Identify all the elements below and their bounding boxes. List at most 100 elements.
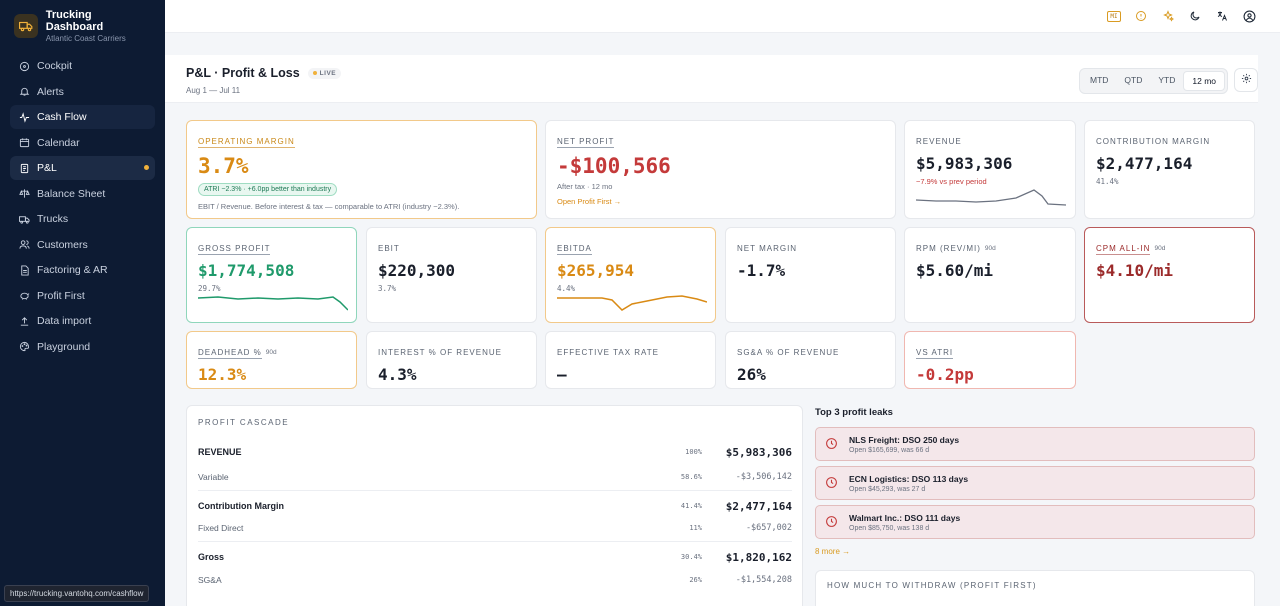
piggy-bank-icon — [18, 290, 30, 302]
moon-icon[interactable] — [1186, 7, 1204, 25]
card-value: 4.3% — [378, 365, 417, 384]
leak-item[interactable]: NLS Freight: DSO 250 days Open $165,699, … — [815, 427, 1255, 461]
period-ytd[interactable]: YTD — [1158, 75, 1176, 85]
clock-alert-icon — [825, 515, 839, 529]
leak-item[interactable]: ECN Logistics: DSO 113 days Open $45,293,… — [815, 466, 1255, 500]
nav-item-trucks[interactable]: Trucks — [10, 207, 155, 231]
card-value: 3.7% — [198, 154, 249, 178]
nav-item-cash-flow[interactable]: Cash Flow — [10, 105, 155, 129]
nav-label: Alerts — [37, 85, 64, 98]
info-icon[interactable] — [1132, 7, 1150, 25]
nav-item-balance-sheet[interactable]: Balance Sheet — [10, 182, 155, 206]
card-value: $2,477,164 — [1096, 154, 1193, 173]
card-operating-margin[interactable]: OPERATING MARGIN 3.7% ATRI −2.3% · +6.0p… — [186, 120, 537, 219]
cascade-divider — [198, 541, 792, 542]
card-net-profit[interactable]: NET PROFIT -$100,566 After tax · 12 mo O… — [545, 120, 896, 219]
open-profit-first-link[interactable]: Open Profit First → — [557, 197, 622, 206]
date-range: Aug 1 — Jul 11 — [186, 86, 241, 95]
period-selector: MTD QTD YTD 12 mo — [1079, 68, 1228, 94]
profit-cascade: PROFIT CASCADE REVENUE 100% $5,983,306 V… — [186, 405, 803, 606]
card-label: DEADHEAD % — [198, 348, 262, 359]
card-sga[interactable]: SG&A % OF REVENUE 26% — [725, 331, 896, 389]
card-value: $5.60/mi — [916, 261, 994, 280]
card-label: RPM (REV/MI) — [916, 244, 981, 253]
card-tax-rate[interactable]: EFFECTIVE TAX RATE — — [545, 331, 716, 389]
nav-label: Customers — [37, 238, 88, 251]
period-qtd[interactable]: QTD — [1124, 75, 1143, 85]
card-ebitda[interactable]: EBITDA $265,954 4.4% — [545, 227, 716, 323]
withdraw-title: HOW MUCH TO WITHDRAW (PROFIT FIRST) — [827, 581, 1037, 590]
nav-item-customers[interactable]: Customers — [10, 233, 155, 257]
ebitda-sparkline — [557, 295, 707, 311]
company-name: Atlantic Coast Carriers — [45, 34, 126, 43]
card-sub: −7.9% vs prev period — [916, 177, 987, 186]
card-interest[interactable]: INTEREST % OF REVENUE 4.3% — [366, 331, 537, 389]
card-note: EBIT / Revenue. Before interest & tax — … — [198, 202, 460, 211]
card-net-margin[interactable]: NET MARGIN -1.7% — [725, 227, 896, 323]
nav-label: Data import — [37, 315, 92, 327]
nav-label: Cash Flow — [37, 111, 87, 123]
pulse-icon — [18, 111, 30, 123]
nav-item-cockpit[interactable]: Cockpit — [10, 54, 155, 78]
card-label: NET MARGIN — [737, 244, 798, 253]
palette-icon — [18, 341, 30, 353]
card-label: INTEREST % OF REVENUE — [378, 348, 502, 357]
nav-item-alerts[interactable]: Alerts — [10, 80, 155, 104]
period-12mo[interactable]: 12 mo — [1183, 71, 1225, 91]
translate-icon[interactable] — [1213, 7, 1231, 25]
nav-item-factoring[interactable]: Factoring & AR — [10, 258, 155, 282]
card-sub: 41.4% — [1096, 177, 1119, 186]
brand[interactable]: Trucking Dashboard Atlantic Coast Carrie… — [0, 0, 165, 52]
document-icon — [18, 264, 30, 276]
clock-alert-icon — [825, 476, 839, 490]
cascade-row: REVENUE 100% $5,983,306 — [198, 445, 792, 459]
card-deadhead[interactable]: DEADHEAD % 90d 12.3% — [186, 331, 357, 389]
card-value: 12.3% — [198, 365, 247, 384]
nav-label: Cockpit — [37, 60, 73, 72]
card-value: $1,774,508 — [198, 261, 295, 280]
revenue-sparkline — [916, 189, 1066, 206]
locale-badge[interactable]: MI — [1105, 7, 1123, 25]
card-label: VS ATRI — [916, 348, 954, 359]
nav-item-profit-first[interactable]: Profit First — [10, 284, 155, 308]
leak-item[interactable]: Walmart Inc.: DSO 111 days Open $85,750, … — [815, 505, 1255, 539]
card-tag: 90d — [984, 245, 996, 252]
cascade-title: PROFIT CASCADE — [198, 418, 290, 427]
upload-icon — [18, 315, 30, 327]
card-vs-atri[interactable]: VS ATRI -0.2pp — [904, 331, 1076, 389]
card-value: $265,954 — [557, 261, 635, 280]
card-value: -0.2pp — [916, 365, 974, 384]
card-ebit[interactable]: EBIT $220,300 3.7% — [366, 227, 537, 323]
more-leaks-link[interactable]: 8 more → — [815, 547, 851, 556]
nav-item-playground[interactable]: Playground — [10, 335, 155, 359]
industry-pill: ATRI −2.3% · +6.0pp better than industry — [198, 183, 338, 196]
nav-item-calendar[interactable]: Calendar — [10, 131, 155, 155]
card-gross-profit[interactable]: GROSS PROFIT $1,774,508 29.7% — [186, 227, 357, 323]
card-label: EBIT — [378, 244, 400, 253]
nav-item-pnl[interactable]: P&L — [10, 156, 155, 180]
card-contribution-margin[interactable]: CONTRIBUTION MARGIN $2,477,164 41.4% — [1084, 120, 1255, 219]
card-rpm[interactable]: RPM (REV/MI) 90d $5.60/mi — [904, 227, 1076, 323]
card-label: REVENUE — [916, 137, 962, 146]
nav: Cockpit Alerts Cash Flow Calendar P&L Ba… — [0, 54, 165, 359]
app-title: Trucking Dashboard — [45, 9, 104, 33]
cascade-row: Fixed Direct 11% -$657,002 — [198, 523, 792, 533]
card-value: $220,300 — [378, 261, 456, 280]
users-icon — [18, 239, 30, 251]
truck-icon — [18, 213, 30, 225]
nav-alert-dot — [144, 165, 149, 170]
card-revenue[interactable]: REVENUE $5,983,306 −7.9% vs prev period — [904, 120, 1076, 219]
cascade-row: SG&A 26% -$1,554,208 — [198, 575, 792, 585]
scale-icon — [18, 188, 30, 200]
sparkles-icon[interactable] — [1159, 7, 1177, 25]
settings-button[interactable] — [1234, 68, 1258, 92]
nav-item-data-import[interactable]: Data import — [10, 309, 155, 333]
nav-label: Balance Sheet — [37, 187, 106, 200]
period-mtd[interactable]: MTD — [1090, 75, 1109, 85]
card-value: — — [557, 365, 567, 384]
card-cpm[interactable]: CPM ALL-IN 90d $4.10/mi — [1084, 227, 1255, 323]
calendar-icon — [18, 137, 30, 149]
bell-icon — [18, 86, 30, 98]
card-tag: 90d — [1154, 245, 1166, 252]
account-icon[interactable] — [1240, 7, 1258, 25]
